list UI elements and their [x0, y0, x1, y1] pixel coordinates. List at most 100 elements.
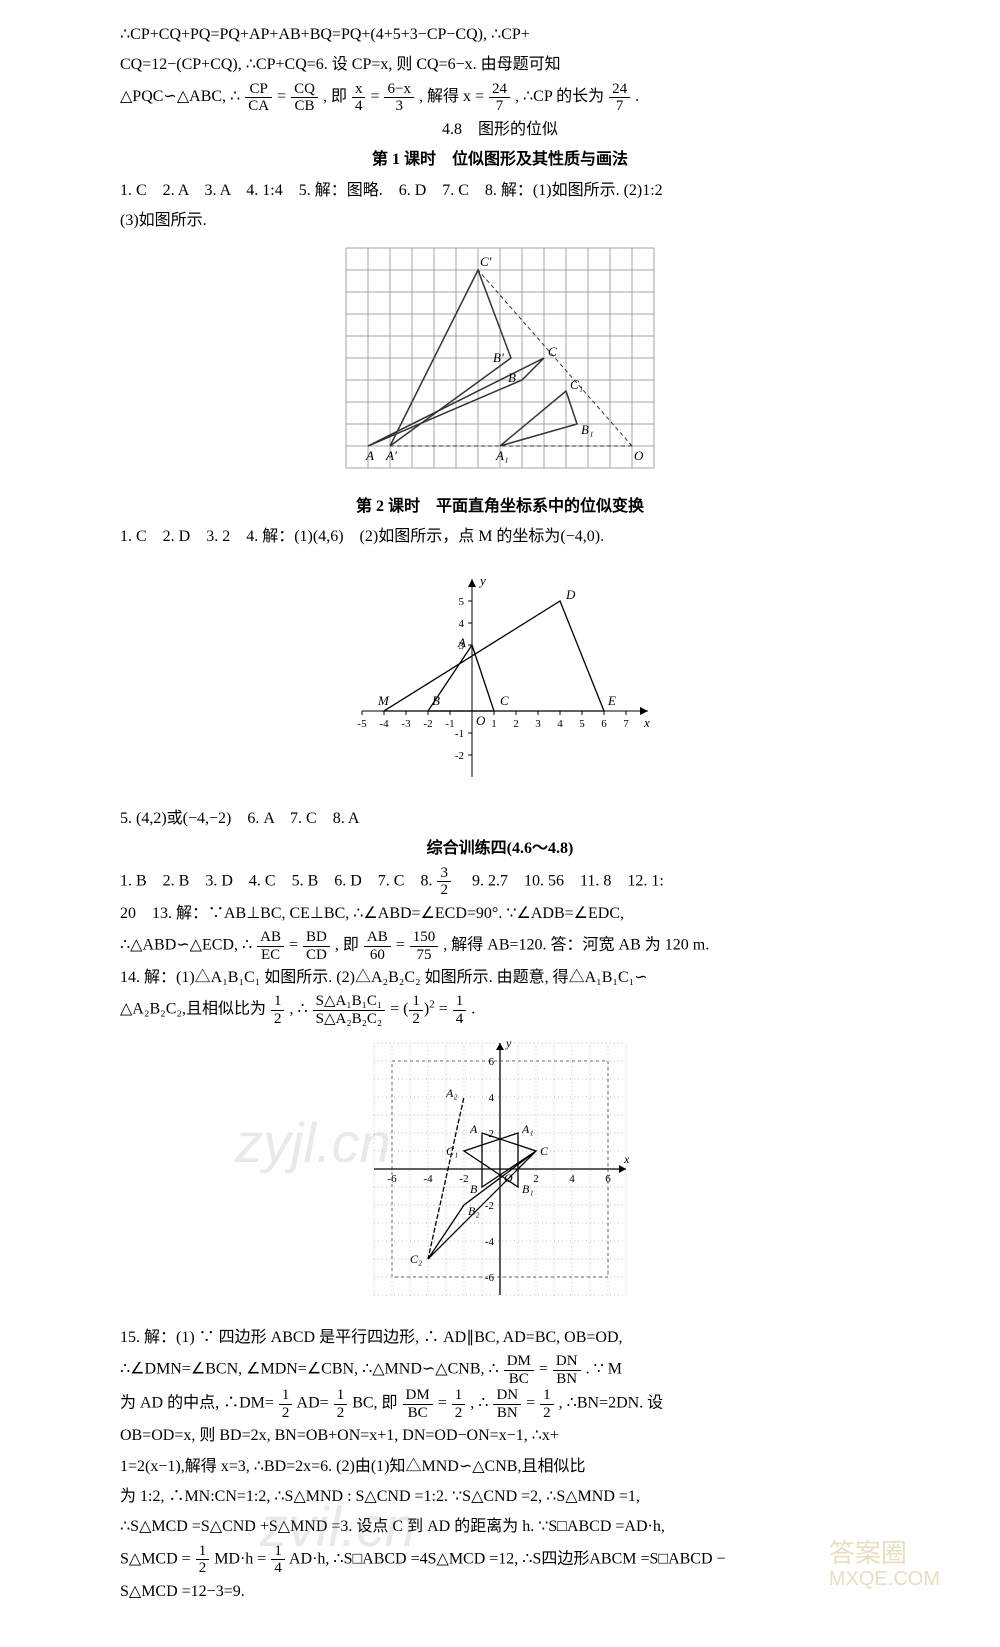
q15-l1: 15. 解：(1) ∵ 四边形 ABCD 是平行四边形, ∴ AD∥BC, AD…	[120, 1323, 880, 1353]
svg-text:B: B	[470, 1182, 478, 1196]
frac-cq-cb: CQCB	[291, 81, 318, 115]
txt: 9. 2.7 10. 56 11. 8 12. 1:	[456, 872, 664, 889]
txt: ∴△ABD∽△ECD, ∴	[120, 937, 252, 954]
svg-text:O: O	[634, 448, 644, 463]
txt: , ∴	[289, 1001, 307, 1018]
txt: , 即	[323, 88, 351, 105]
figure-3: -6-4-2246-6-4-2246ABCA₁B₁C₁A₂B₂C₂Oxy (fu…	[120, 1033, 880, 1316]
zh-line5: △A₂B₂C₂,且相似比为 12 , ∴ S△A₁B₁C₁S△A₂B₂C₂ = …	[120, 993, 880, 1027]
svg-text:3: 3	[535, 718, 541, 730]
svg-text:B': B'	[493, 350, 504, 365]
txt: △PQC∽△ABC, ∴	[120, 88, 240, 105]
txt: △A₂B₂C₂,且相似比为	[120, 1001, 266, 1018]
svg-text:C': C'	[480, 254, 492, 269]
txt: , 即	[335, 937, 359, 954]
svg-text:-6: -6	[387, 1173, 397, 1185]
svg-text:B₁: B₁	[581, 422, 593, 437]
frac-1-2f: 12	[540, 1387, 554, 1421]
frac-24-7a: 247	[489, 81, 510, 115]
txt: , ∴BN=2DN. 设	[559, 1395, 664, 1412]
svg-text:E: E	[607, 693, 616, 708]
svg-text:A₂: A₂	[445, 1086, 458, 1100]
svg-text:x: x	[623, 1152, 630, 1166]
svg-text:C₁: C₁	[570, 377, 583, 392]
txt: =	[439, 1001, 452, 1018]
q15-l8: S△MCD = 12 MD·h = 14 AD·h, ∴S□ABCD =4S△M…	[120, 1543, 880, 1577]
txt: ∴∠DMN=∠BCN, ∠MDN=∠CBN, ∴△MND∽△CNB, ∴	[120, 1361, 499, 1378]
svg-text:-1: -1	[445, 718, 454, 730]
frac-1-2c: 12	[279, 1387, 293, 1421]
svg-text:C₂: C₂	[410, 1252, 422, 1266]
txt: , ∴	[470, 1395, 488, 1412]
svg-text:6: 6	[601, 718, 607, 730]
txt: =	[390, 1001, 403, 1018]
frac-150-75: 15075	[410, 929, 439, 963]
section-48-title: 4.8 图形的位似	[120, 115, 880, 145]
svg-text:M: M	[377, 693, 390, 708]
frac-1-2g: 12	[196, 1543, 210, 1577]
frac-24-7b: 247	[609, 81, 630, 115]
lesson1-answers: 1. C 2. A 3. A 4. 1:4 5. 解：图略. 6. D 7. C…	[120, 176, 880, 206]
txt: , ∴CP 的长为	[515, 88, 604, 105]
zh-line3: ∴△ABD∽△ECD, ∴ ABEC = BDCD , 即 AB60 = 150…	[120, 929, 880, 963]
lesson-1-title: 第 1 课时 位似图形及其性质与画法	[120, 145, 880, 175]
txt: =	[526, 1395, 539, 1412]
q15-l5: 1=2(x−1),解得 x=3, ∴BD=2x=6. (2)由(1)知△MND∽…	[120, 1452, 880, 1482]
svg-text:4: 4	[489, 1092, 495, 1104]
svg-text:y: y	[478, 573, 486, 588]
zh-line1: 1. B 2. B 3. D 4. C 5. B 6. D 7. C 8. 32…	[120, 865, 880, 899]
lesson-2-title: 第 2 课时 平面直角坐标系中的位似变换	[120, 492, 880, 522]
svg-text:A₁: A₁	[521, 1122, 534, 1136]
frac-x-4: x4	[352, 81, 366, 115]
frac-dm-bc2: DMBC	[403, 1387, 433, 1421]
txt: 1. B 2. B 3. D 4. C 5. B 6. D 7. C 8.	[120, 872, 436, 889]
svg-text:6: 6	[605, 1173, 611, 1185]
txt: AD·h, ∴S□ABCD =4S△MCD =12, ∴S四边形ABCM =S□…	[289, 1550, 726, 1567]
svg-text:O: O	[476, 713, 486, 728]
txt: .	[635, 88, 639, 105]
frac-1-2d: 12	[334, 1387, 348, 1421]
txt: =	[370, 88, 383, 105]
svg-text:-4: -4	[379, 718, 389, 730]
para1-line1: ∴CP+CQ+PQ=PQ+AP+AB+BQ=PQ+(4+5+3−CP−CQ), …	[120, 20, 880, 50]
txt: . ∵ M	[586, 1361, 622, 1378]
frac-1-2e: 12	[452, 1387, 466, 1421]
zh-title: 综合训练四(4.6～4.8)	[120, 834, 880, 864]
svg-text:-2: -2	[459, 1173, 468, 1185]
svg-text:A: A	[469, 1122, 478, 1136]
zh-line4: 14. 解：(1)△A₁B₁C₁ 如图所示. (2)△A₂B₂C₂ 如图所示. …	[120, 963, 880, 993]
frac-cp-ca: CPCA	[245, 81, 272, 115]
frac-3-2: 32	[437, 865, 451, 899]
svg-text:B: B	[432, 693, 440, 708]
svg-text:C: C	[548, 344, 557, 359]
lesson2-answers: 1. C 2. D 3. 2 4. 解：(1)(4,6) (2)如图所示，点 M…	[120, 522, 880, 552]
txt: , 解得 AB=120. 答：河宽 AB 为 120 m.	[443, 937, 709, 954]
q15-l7: ∴S△MCD =S△CND +S△MND =3. 设点 C 到 AD 的距离为 …	[120, 1512, 880, 1542]
q15-l2: ∴∠DMN=∠BCN, ∠MDN=∠CBN, ∴△MND∽△CNB, ∴ DMB…	[120, 1353, 880, 1387]
lesson1-answers-2: (3)如图所示.	[120, 206, 880, 236]
after-fig2: 5. (4,2)或(−4,−2) 6. A 7. C 8. A	[120, 804, 880, 834]
frac-dm-bc: DMBC	[504, 1353, 534, 1387]
svg-text:y: y	[505, 1036, 512, 1050]
zh-line2: 20 13. 解：∵AB⊥BC, CE⊥BC, ∴∠ABD=∠ECD=90°. …	[120, 899, 880, 929]
figure-1: A'ABCB'C'OA₁B₁C₁ (function(){ const d = …	[120, 242, 880, 485]
svg-text:-5: -5	[357, 718, 367, 730]
para1-line2: CQ=12−(CP+CQ), ∴CP+CQ=6. 设 CP=x, 则 CQ=6−…	[120, 50, 880, 80]
frac-s-ratio: S△A₁B₁C₁S△A₂B₂C₂	[313, 993, 385, 1027]
svg-text:-4: -4	[423, 1173, 433, 1185]
svg-text:4: 4	[459, 618, 465, 630]
svg-text:5: 5	[459, 596, 465, 608]
svg-text:-2: -2	[485, 1200, 494, 1212]
svg-text:-2: -2	[455, 750, 464, 762]
figure-2: -5-4-3-2-11234567-2-1345MBOCEADxy (funct…	[120, 559, 880, 798]
svg-text:B₂: B₂	[468, 1204, 480, 1218]
svg-text:-3: -3	[401, 718, 411, 730]
svg-text:A: A	[457, 635, 466, 650]
txt: S△MCD =	[120, 1550, 195, 1567]
svg-text:2: 2	[533, 1173, 539, 1185]
txt: =	[438, 1395, 451, 1412]
svg-text:O: O	[504, 1171, 513, 1185]
frac-1-2b: 12	[409, 993, 423, 1027]
q15-l3: 为 AD 的中点, ∴DM= 12 AD= 12 BC, 即 DMBC = 12…	[120, 1387, 880, 1421]
svg-text:-6: -6	[485, 1272, 495, 1284]
